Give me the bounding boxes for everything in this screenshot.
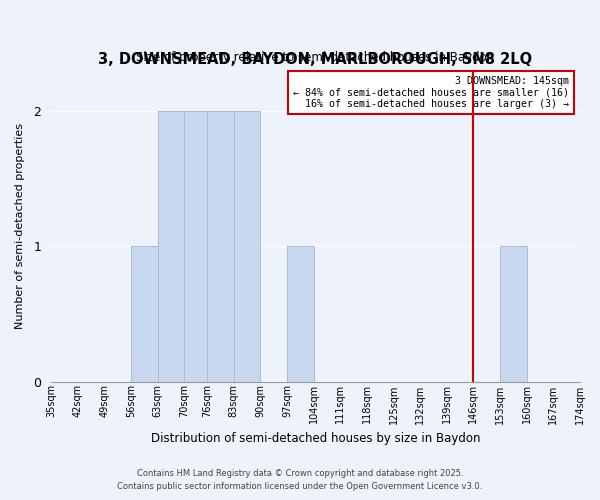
Text: 3 DOWNSMEAD: 145sqm
← 84% of semi-detached houses are smaller (16)
16% of semi-d: 3 DOWNSMEAD: 145sqm ← 84% of semi-detach… bbox=[293, 76, 569, 110]
Bar bbox=[158, 110, 184, 382]
Bar bbox=[234, 110, 260, 382]
Bar bbox=[287, 246, 314, 382]
Text: Contains HM Land Registry data © Crown copyright and database right 2025.
Contai: Contains HM Land Registry data © Crown c… bbox=[118, 470, 482, 491]
X-axis label: Distribution of semi-detached houses by size in Baydon: Distribution of semi-detached houses by … bbox=[151, 432, 480, 445]
Y-axis label: Number of semi-detached properties: Number of semi-detached properties bbox=[15, 123, 25, 329]
Bar bbox=[131, 246, 158, 382]
Bar bbox=[207, 110, 234, 382]
Bar bbox=[184, 110, 207, 382]
Text: Size of property relative to semi-detached houses in Baydon: Size of property relative to semi-detach… bbox=[136, 51, 494, 64]
Title: 3, DOWNSMEAD, BAYDON, MARLBOROUGH, SN8 2LQ: 3, DOWNSMEAD, BAYDON, MARLBOROUGH, SN8 2… bbox=[98, 52, 533, 68]
Bar bbox=[500, 246, 527, 382]
